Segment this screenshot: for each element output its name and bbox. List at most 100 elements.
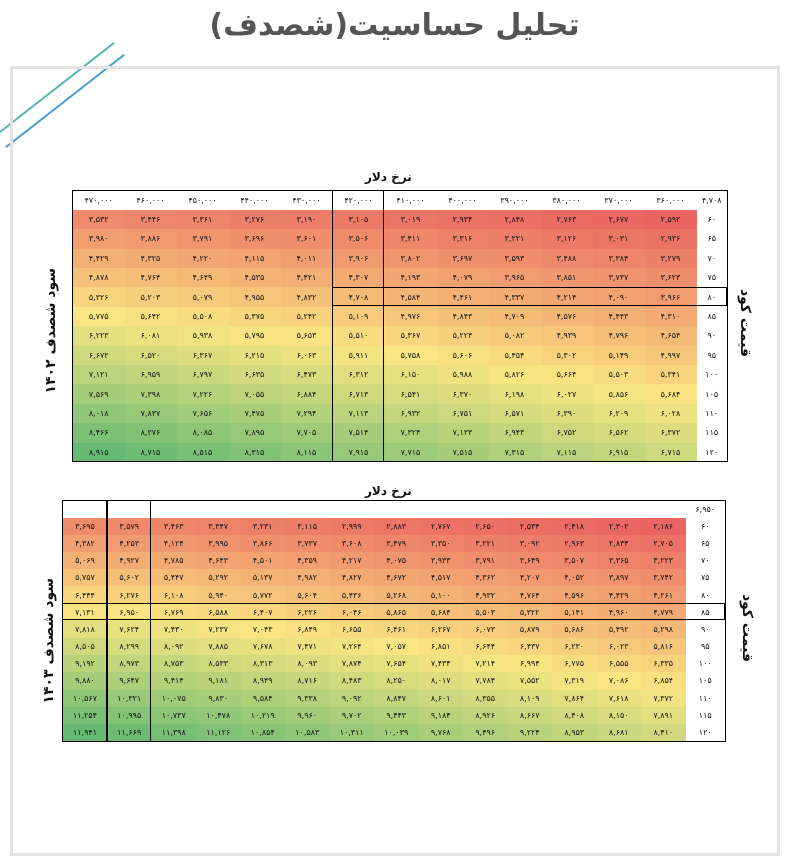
value-cell: ۴,۹۲۷ (107, 552, 152, 570)
value-cell: ۳,۶۰۸ (329, 534, 374, 553)
value-cell: ۴,۰۱۱ (280, 248, 333, 269)
column-header: ۴۴۰,۰۰۰ (228, 190, 281, 210)
value-cell: ۷,۴۷۵ (228, 403, 281, 424)
table-row: ۳,۶۹۵ ۳,۵۷۹ ۳,۴۶۳ ۳,۳۴۷ ۳,۲۳۱ ۳,۱۱۵ ۲,۹۹۹ ۲,۸۸۳… (62, 517, 726, 535)
value-cell: ۵,۸۶۵ (374, 603, 419, 621)
value-cell: ۷,۷۱۵ (384, 442, 437, 462)
value-cell: ۶,۵۴۱ (384, 384, 437, 404)
value-cell: ۶,۷۷۵ (552, 655, 597, 673)
value-cell: ۳,۶۹۵ (62, 517, 107, 535)
value-cell: ۵,۹۱۱ (332, 345, 385, 366)
table2-y-label: سود شصدف ۱۴۰۳ (41, 578, 57, 704)
value-cell: ۵,۶۸۴ (418, 603, 463, 621)
value-cell: ۹,۳۳۸ (285, 689, 330, 707)
table-row: ۶,۲۲۳ ۶,۰۸۱ ۵,۹۳۸ ۵,۷۹۵ ۵,۶۵۳ ۵,۵۱۰ ۵,۳۶۷ ۵,۲۲۴… (72, 326, 728, 346)
page-title: تحلیل حساسیت(شصدف) (209, 8, 580, 43)
value-cell: ۵,۱۳۷ (240, 569, 285, 587)
value-cell: ۶,۷۵۱ (436, 403, 489, 424)
value-cell: ۵,۶۸۶ (552, 620, 597, 638)
value-cell: ۲,۶۵۰ (463, 517, 508, 535)
value-cell: ۷,۰۵۵ (228, 384, 281, 404)
value-cell: ۱۱,۲۵۴ (62, 706, 107, 724)
value-cell: ۸,۴۸۳ (329, 672, 374, 690)
row-label: ۹۵ (696, 345, 728, 366)
value-cell: ۳,۵۹۳ (488, 248, 541, 269)
value-cell: ۹,۰۹۲ (329, 689, 374, 707)
value-cell: ۹,۹۶۰ (285, 706, 330, 724)
row-label: ۱۰۵ (696, 384, 728, 404)
value-cell: ۷,۲۲۶ (176, 384, 229, 404)
value-cell: ۸,۵۳۳ (196, 655, 241, 673)
value-cell: ۴,۰۷۹ (436, 268, 489, 288)
value-cell: ۷,۴۷۱ (285, 638, 330, 656)
value-cell: ۶,۴۶۱ (374, 620, 419, 638)
row-label: ۱۰۰ (685, 655, 726, 673)
value-cell: ۷,۲۳۷ (196, 620, 241, 638)
row-label: ۶۵ (696, 229, 728, 249)
value-cell: ۹,۴۱۴ (151, 672, 196, 690)
value-cell: ۳,۳۴۷ (196, 517, 241, 535)
value-cell: ۴,۹۸۲ (285, 569, 330, 587)
row-label: ۷۵ (685, 569, 726, 587)
value-cell: ۴,۹۷۶ (384, 306, 437, 327)
value-cell: ۳,۰۱۹ (384, 209, 437, 230)
value-cell: ۴,۳۰۷ (332, 268, 385, 288)
table-row: ۱۱,۹۴۱ ۱۱,۶۶۹ ۱۱,۳۹۸ ۱۱,۱۲۶ ۱۰,۸۵۴ ۱۰,۵۸۳ ۱۰,۳… (62, 723, 726, 742)
value-cell: ۶,۱۹۸ (488, 384, 541, 404)
value-cell: ۵,۶۰۴ (285, 586, 330, 604)
value-cell: ۵,۸۷۹ (507, 620, 552, 638)
value-cell: ۴,۰۷۵ (374, 552, 419, 570)
value-cell: ۸,۶۰۱ (418, 689, 463, 707)
value-cell: ۶,۲۲۳ (72, 326, 125, 346)
value-cell: ۶,۰۶۳ (280, 345, 333, 366)
value-cell: ۶,۰۸۱ (124, 326, 177, 346)
table-row: ۸,۹۱۵ ۸,۷۱۵ ۸,۵۱۵ ۸,۳۱۵ ۸,۱۱۵ ۷,۹۱۵ ۷,۷۱۵ ۷,۵۱۵… (72, 442, 728, 462)
value-cell: ۱۰,۳۲۱ (107, 689, 152, 707)
value-cell: ۵,۳۲۶ (72, 287, 125, 307)
value-cell: ۵,۲۶۸ (374, 586, 419, 604)
value-cell: ۵,۷۷۵ (72, 306, 125, 327)
row-label: ۸۰ (685, 586, 726, 604)
column-header (418, 500, 463, 518)
value-cell: ۸,۲۷۶ (124, 423, 177, 443)
value-cell: ۶,۸۵۱ (418, 638, 463, 656)
row-label: ۸۰ (696, 287, 728, 307)
value-cell: ۸,۲۹۹ (107, 638, 152, 656)
column-header: ۴۷۰,۰۰۰ (72, 190, 125, 210)
column-header: ۴۲۰,۰۰۰ (332, 190, 385, 210)
value-cell: ۸,۱۱۵ (280, 442, 333, 462)
table-row: ۸,۰۱۸ ۷,۸۳۷ ۷,۶۵۶ ۷,۴۷۵ ۷,۲۹۴ ۷,۱۱۳ ۶,۹۳۲ ۶,۷۵۱… (72, 403, 728, 424)
value-cell: ۵,۵۰۳ (592, 365, 645, 385)
value-cell: ۵,۰۶۹ (62, 552, 107, 570)
base-value: ۴,۷۰۸ (696, 190, 728, 210)
value-cell: ۲,۸۳۴ (596, 534, 641, 553)
value-cell: ۶,۴۳۷ (507, 638, 552, 656)
table-row: ۴,۸۷۸ ۴,۷۶۴ ۴,۶۴۹ ۴,۵۳۵ ۴,۴۲۱ ۴,۳۰۷ ۴,۱۹۳ ۴,۰۷۹… (72, 268, 728, 288)
value-cell: ۸,۳۱۵ (228, 442, 281, 462)
value-cell: ۴,۸۷۸ (72, 268, 125, 288)
value-cell: ۷,۸۳۷ (124, 403, 177, 424)
value-cell: ۸,۴۱۰ (641, 723, 686, 742)
value-cell: ۷,۶۵۴ (374, 655, 419, 673)
value-cell: ۴,۹۹۷ (644, 345, 697, 366)
row-label: ۹۵ (685, 638, 726, 656)
value-cell: ۲,۸۸۳ (374, 517, 419, 535)
row-label: ۶۰ (696, 209, 728, 230)
value-cell: ۵,۳۶۷ (384, 326, 437, 346)
value-cell: ۹,۸۸۰ (62, 672, 107, 690)
value-cell: ۷,۸۹۵ (228, 423, 281, 443)
value-cell: ۲,۹۳۴ (436, 209, 489, 230)
value-cell: ۲,۳۰۲ (596, 517, 641, 535)
value-cell: ۳,۷۹۱ (176, 229, 229, 249)
value-cell: ۱۰,۹۹۵ (107, 706, 152, 724)
value-cell: ۶,۳۳۵ (641, 655, 686, 673)
value-cell: ۳,۳۱۶ (436, 229, 489, 249)
value-cell: ۵,۵۱۰ (332, 326, 385, 346)
value-cell: ۶,۸۸۴ (280, 384, 333, 404)
table-row: ۷,۱۳۱ ۶,۹۵۰ ۶,۷۶۹ ۶,۵۸۸ ۶,۴۰۷ ۶,۲۲۶ ۶,۰۴۶ ۵,۸۶۵… (62, 603, 726, 621)
table-row: ۸,۵۰۵ ۸,۲۹۹ ۸,۰۹۲ ۷,۸۸۵ ۷,۶۷۸ ۷,۴۷۱ ۷,۲۶۴ ۷,۰۵۷… (62, 638, 726, 656)
value-cell: ۱۰,۲۱۹ (240, 706, 285, 724)
value-cell: ۶,۹۱۵ (592, 442, 645, 462)
value-cell: ۴,۴۶۱ (436, 287, 489, 307)
value-cell: ۸,۲۵۰ (374, 672, 419, 690)
